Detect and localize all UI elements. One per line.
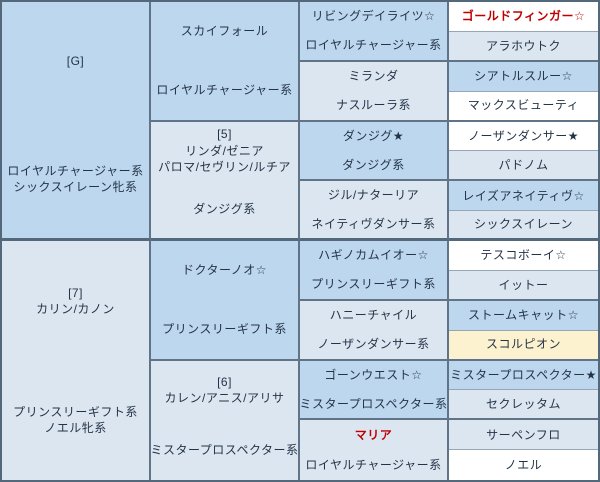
mare-names: カリン/カノン	[36, 301, 115, 316]
horse-name: ゴーンウエスト☆	[324, 367, 423, 382]
line-name: ノエル牝系	[44, 421, 107, 436]
line-pair-cell-2: ミランダ ナスルーラ系	[300, 61, 449, 122]
family-rating: [7] カリン/カノン	[2, 241, 149, 361]
horse-cell-6: パドノム	[449, 151, 598, 182]
horse-name: ミランダ	[348, 69, 399, 84]
horse-name: レイズアネイティヴ☆	[462, 188, 585, 203]
horse-cell-3: シアトルスルー☆	[449, 61, 598, 92]
line-name: ロイヤルチャージャー系	[156, 83, 293, 98]
horse-name: スカイフォール	[180, 24, 269, 39]
horse-name: セクレッタム	[485, 397, 561, 412]
line-name: ダンジグ系	[193, 201, 256, 216]
horse-name: ノーザンダンサー★	[467, 128, 580, 143]
rating-label: [7]	[68, 285, 83, 300]
horse-name: ドクターノオ☆	[181, 263, 268, 278]
horse-name: ノエル	[504, 457, 543, 472]
line-name: ナスルーラ系	[335, 97, 411, 112]
family-lines: ロイヤルチャージャー系 シックスイレーン牝系	[2, 120, 149, 238]
line-name: プリンスリーギフト系	[162, 322, 287, 337]
line-name: シックスイレーン牝系	[13, 180, 138, 194]
family-rating: [G]	[2, 2, 149, 120]
horse-name: ミスタープロスペクター★	[450, 367, 597, 382]
horse-name: イットー	[498, 277, 549, 292]
line-name: ミスタープロスペクター系	[299, 396, 448, 411]
horse-cell-13: ミスタープロスペクター★	[449, 360, 598, 391]
horse-name: テスコボーイ☆	[480, 248, 567, 263]
family-lines: プリンスリーギフト系 ノエル牝系	[2, 361, 149, 481]
line-name: ロイヤルチャージャー系	[305, 457, 442, 472]
branch-cell-4: [6] カレン/アニス/アリサ ミスタープロスペクター系	[150, 360, 300, 480]
horse-cell-10: イットー	[449, 270, 598, 301]
line-name: プリンスリーギフト系	[13, 405, 138, 420]
mare-names: リンダ/ゼニア	[185, 143, 264, 158]
rating-label: [5]	[217, 127, 232, 142]
horse-name: ハニーチャイル	[329, 308, 418, 323]
horse-cell-8: シックスイレーン	[449, 211, 598, 241]
horse-cell-1: ゴールドフィンガー☆	[449, 2, 598, 32]
horse-name: ハギノカムイオー☆	[318, 248, 429, 263]
horse-name: サーペンフロ	[486, 427, 561, 442]
mare-names: パロマ/セヴリン/ルチア	[158, 159, 291, 174]
horse-cell-9: テスコボーイ☆	[449, 241, 598, 271]
horse-name: ストームキャット☆	[468, 308, 579, 323]
horse-name: ジル/ナターリア	[327, 188, 420, 203]
line-pair-cell-4: ジル/ナターリア ネイティヴダンサー系	[300, 181, 449, 241]
line-pair-cell-1: リビングデイライツ☆ ロイヤルチャージャー系	[300, 2, 449, 62]
horse-cell-5: ノーザンダンサー★	[449, 121, 598, 152]
horse-name: マックスビューティ	[467, 98, 580, 113]
horse-name-highlight: マリア	[354, 428, 393, 443]
line-name: ネイティヴダンサー系	[311, 216, 436, 231]
horse-cell-16: ノエル	[449, 450, 598, 480]
branch-cell-1: スカイフォール ロイヤルチャージャー系	[151, 2, 300, 122]
horse-name: シアトルスルー☆	[474, 69, 573, 84]
horse-cell-2: アラホウトク	[449, 31, 598, 62]
line-name: ロイヤルチャージャー系	[7, 163, 144, 178]
line-pair-cell-5: ハギノカムイオー☆ プリンスリーギフト系	[300, 241, 449, 301]
rating-label: [G]	[66, 53, 85, 68]
rating-label: [6]	[217, 375, 232, 390]
line-name: ミスタープロスペクター系	[150, 443, 299, 458]
horse-name-highlight: ゴールドフィンガー☆	[461, 9, 586, 24]
line-pair-cell-3: ダンジグ★ ダンジグ系	[300, 121, 449, 182]
horse-name: リビングデイライツ☆	[311, 9, 436, 24]
line-name: ノーザンダンサー系	[317, 336, 430, 351]
mare-family-cell-1: [G] ロイヤルチャージャー系 シックスイレーン牝系	[2, 2, 151, 241]
line-name: ロイヤルチャージャー系	[305, 38, 442, 53]
horse-name: スコルピオン	[485, 337, 561, 352]
horse-cell-11: ストームキャット☆	[449, 300, 598, 331]
horse-cell-4: マックスビューティ	[449, 91, 598, 122]
horse-cell-15: サーペンフロ	[449, 420, 598, 451]
line-pair-cell-8: マリア ロイヤルチャージャー系	[300, 420, 449, 480]
mare-family-cell-2: [7] カリン/カノン プリンスリーギフト系 ノエル牝系	[2, 241, 151, 480]
line-pair-cell-7: ゴーンウエスト☆ ミスタープロスペクター系	[299, 360, 449, 421]
horse-cell-12-highlighted: スコルピオン	[449, 330, 598, 361]
horse-name: シックスイレーン	[473, 217, 574, 232]
line-pair-cell-6: ハニーチャイル ノーザンダンサー系	[300, 300, 449, 361]
horse-cell-14: セクレッタム	[449, 390, 598, 421]
mare-names: カレン/アニス/アリサ	[164, 391, 285, 406]
line-name: プリンスリーギフト系	[311, 277, 436, 292]
horse-name: ダンジグ★	[342, 128, 405, 143]
horse-cell-7: レイズアネイティヴ☆	[449, 181, 598, 212]
branch-cell-3: ドクターノオ☆ プリンスリーギフト系	[151, 241, 300, 361]
horse-name: パドノム	[498, 158, 549, 173]
line-name: ダンジグ系	[342, 157, 405, 172]
horse-name: アラホウトク	[485, 38, 561, 53]
branch-cell-2: [5] リンダ/ゼニア パロマ/セヴリン/ルチア ダンジグ系	[151, 121, 300, 241]
